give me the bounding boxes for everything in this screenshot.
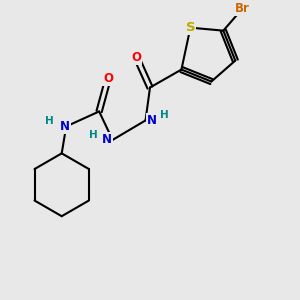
Text: O: O <box>131 51 142 64</box>
Text: H: H <box>89 130 98 140</box>
Text: N: N <box>60 120 70 133</box>
Text: O: O <box>103 72 113 85</box>
Text: S: S <box>186 21 195 34</box>
Text: N: N <box>146 114 157 127</box>
Text: Br: Br <box>235 2 250 15</box>
Text: H: H <box>45 116 54 126</box>
Text: H: H <box>160 110 168 120</box>
Text: N: N <box>102 134 112 146</box>
